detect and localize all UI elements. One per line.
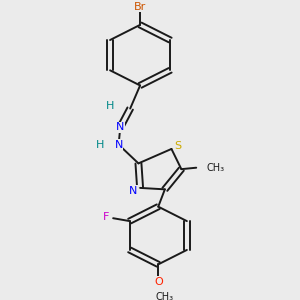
Text: H: H — [96, 140, 105, 150]
Text: CH₃: CH₃ — [155, 292, 173, 300]
Text: Br: Br — [134, 2, 146, 12]
Text: N: N — [116, 122, 124, 132]
Text: CH₃: CH₃ — [206, 163, 224, 173]
Text: N: N — [114, 140, 123, 150]
Text: S: S — [175, 141, 182, 151]
Text: H: H — [106, 101, 115, 111]
Text: O: O — [154, 277, 163, 287]
Text: N: N — [129, 186, 138, 196]
Text: F: F — [103, 212, 110, 222]
